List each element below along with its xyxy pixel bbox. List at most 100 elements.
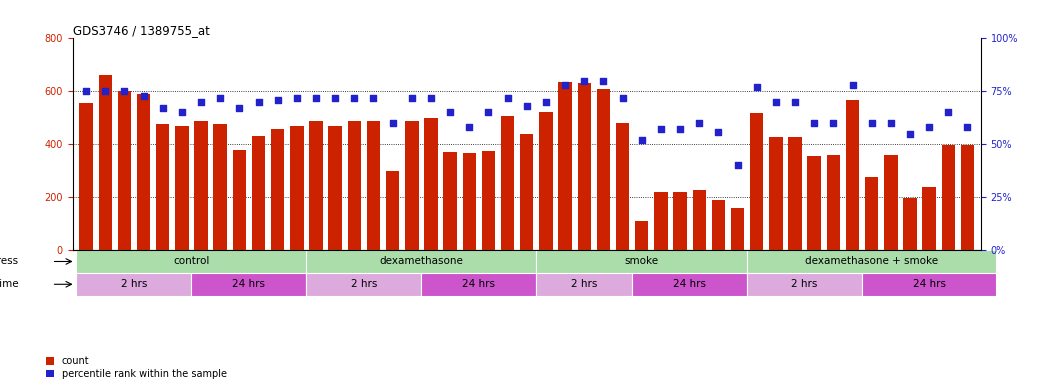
Bar (750, 113, 763, 250)
Bar (961, 145, 975, 250)
Point (519, 103, 536, 109)
Point (959, 124, 976, 131)
Bar (731, 208, 744, 250)
Bar (463, 153, 476, 250)
Bar (425, 118, 438, 250)
Bar (923, 187, 936, 250)
Bar (769, 137, 783, 250)
Bar (808, 156, 821, 250)
Bar (747, 273, 863, 296)
Point (231, 105, 248, 111)
Text: 24 hrs: 24 hrs (674, 279, 706, 289)
Point (461, 124, 477, 131)
Text: 2 hrs: 2 hrs (571, 279, 598, 289)
Bar (405, 121, 418, 250)
Bar (539, 113, 552, 250)
Point (173, 109, 190, 116)
Bar (77, 273, 191, 296)
Bar (597, 89, 610, 250)
Text: time: time (0, 279, 19, 289)
Point (481, 109, 497, 116)
Bar (577, 83, 591, 250)
Point (748, 84, 765, 90)
Text: dexamethasone: dexamethasone (380, 257, 463, 266)
Point (499, 94, 516, 101)
Point (633, 137, 650, 143)
Bar (137, 94, 151, 250)
Point (576, 78, 593, 84)
Bar (712, 200, 726, 250)
Text: 24 hrs: 24 hrs (912, 279, 946, 289)
Text: 24 hrs: 24 hrs (233, 279, 266, 289)
Bar (443, 152, 457, 250)
Point (346, 94, 362, 101)
Point (902, 131, 919, 137)
Point (595, 78, 611, 84)
Bar (214, 124, 227, 250)
Point (787, 99, 803, 105)
Bar (865, 177, 878, 250)
Bar (863, 273, 996, 296)
Text: 2 hrs: 2 hrs (351, 279, 377, 289)
Bar (99, 75, 112, 250)
Point (327, 94, 344, 101)
Bar (175, 126, 189, 250)
Bar (348, 121, 361, 250)
Bar (291, 126, 303, 250)
Point (404, 94, 420, 101)
Bar (884, 156, 898, 250)
Bar (366, 121, 380, 250)
Text: 2 hrs: 2 hrs (120, 279, 147, 289)
Point (864, 120, 880, 126)
Bar (309, 121, 323, 250)
Bar (692, 190, 706, 250)
Point (116, 88, 133, 94)
Bar (941, 145, 955, 250)
Point (556, 82, 573, 88)
Bar (747, 250, 996, 273)
Bar (386, 171, 400, 250)
Point (422, 94, 439, 101)
Bar (501, 116, 515, 250)
Bar (156, 124, 169, 250)
Bar (482, 151, 495, 250)
Bar (191, 273, 306, 296)
Bar (654, 192, 667, 250)
Text: GDS3746 / 1389755_at: GDS3746 / 1389755_at (73, 24, 210, 37)
Point (614, 94, 631, 101)
Point (844, 82, 861, 88)
Bar (328, 126, 342, 250)
Point (384, 120, 401, 126)
Point (710, 129, 727, 135)
Bar (520, 134, 534, 250)
Point (135, 93, 152, 99)
Point (653, 126, 670, 132)
Bar (616, 123, 629, 250)
Point (538, 99, 554, 105)
Point (97, 88, 113, 94)
Bar (306, 273, 421, 296)
Text: dexamethasone + smoke: dexamethasone + smoke (805, 257, 938, 266)
Point (250, 99, 267, 105)
Text: stress: stress (0, 257, 19, 266)
Point (882, 120, 899, 126)
Bar (233, 149, 246, 250)
Bar (846, 100, 859, 250)
Text: smoke: smoke (625, 257, 659, 266)
Point (691, 120, 708, 126)
Bar (558, 82, 572, 250)
Point (155, 105, 171, 111)
Bar (252, 136, 266, 250)
Bar (421, 273, 537, 296)
Bar (537, 273, 632, 296)
Bar (194, 121, 208, 250)
Point (825, 120, 842, 126)
Point (270, 97, 286, 103)
Bar (632, 273, 747, 296)
Bar (635, 221, 649, 250)
Bar (537, 250, 747, 273)
Legend: count, percentile rank within the sample: count, percentile rank within the sample (47, 356, 227, 379)
Bar (306, 250, 537, 273)
Text: 24 hrs: 24 hrs (462, 279, 495, 289)
Bar (79, 103, 92, 250)
